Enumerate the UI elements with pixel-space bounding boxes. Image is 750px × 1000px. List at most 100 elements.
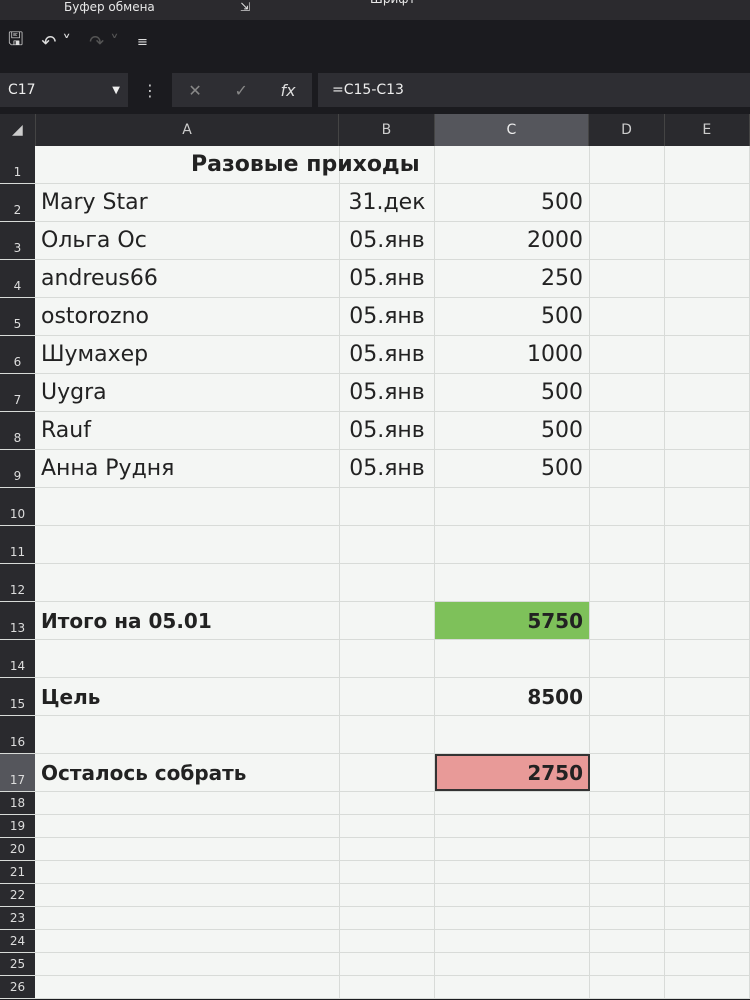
cell-c[interactable]: 500 [435, 450, 590, 487]
cell-c[interactable] [435, 146, 590, 183]
chevron-down-icon[interactable]: ▼ [112, 84, 120, 96]
cell-d[interactable] [590, 678, 665, 715]
row-header[interactable]: 2 [0, 184, 35, 221]
cell-a[interactable] [35, 930, 340, 952]
row-header[interactable]: 25 [0, 953, 35, 975]
more-icon[interactable]: ⋮ [142, 80, 158, 100]
cell-b[interactable] [340, 953, 435, 975]
cell-d[interactable] [590, 526, 665, 563]
cell-a[interactable] [35, 716, 340, 753]
cell-a[interactable]: Ольга Ос [35, 222, 340, 259]
cell-e[interactable] [665, 640, 750, 677]
row-header[interactable]: 10 [0, 488, 35, 525]
cell-b[interactable] [340, 861, 435, 883]
cell-e[interactable] [665, 260, 750, 297]
cell-a[interactable]: Цель [35, 678, 340, 715]
cell-a[interactable]: Шумахер [35, 336, 340, 373]
cell-a[interactable]: andreus66 [35, 260, 340, 297]
cell-c[interactable] [435, 930, 590, 952]
cell-e[interactable] [665, 412, 750, 449]
row-header[interactable]: 4 [0, 260, 35, 297]
cell-d[interactable] [590, 184, 665, 221]
cell-d[interactable] [590, 602, 665, 639]
cell-b[interactable] [340, 564, 435, 601]
cell-d[interactable] [590, 564, 665, 601]
cell-d[interactable] [590, 976, 665, 998]
cell-a[interactable] [35, 640, 340, 677]
cell-e[interactable] [665, 146, 750, 183]
cell-d[interactable] [590, 222, 665, 259]
column-header-b[interactable]: B [339, 114, 435, 146]
cell-d[interactable] [590, 815, 665, 837]
cell-b[interactable]: 05.янв [340, 298, 435, 335]
cell-b[interactable] [340, 640, 435, 677]
cell-a[interactable]: Итого на 05.01 [35, 602, 340, 639]
cell-a[interactable] [35, 564, 340, 601]
cell-c[interactable]: 250 [435, 260, 590, 297]
row-header[interactable]: 6 [0, 336, 35, 373]
cancel-icon[interactable]: ✕ [188, 80, 202, 100]
cell-e[interactable] [665, 526, 750, 563]
cell-a[interactable]: Разовые приходы [35, 146, 420, 183]
cell-b[interactable]: 05.янв [340, 450, 435, 487]
row-header[interactable]: 7 [0, 374, 35, 411]
cell-b[interactable] [340, 792, 435, 814]
cell-c[interactable] [435, 564, 590, 601]
cell-b[interactable]: 05.янв [340, 336, 435, 373]
cell-c[interactable]: 500 [435, 298, 590, 335]
cell-d[interactable] [590, 953, 665, 975]
cell-c[interactable]: 500 [435, 374, 590, 411]
row-header[interactable]: 11 [0, 526, 35, 563]
redo-icon[interactable]: ↷ ˅ [89, 31, 119, 53]
cell-c[interactable]: 2000 [435, 222, 590, 259]
name-box[interactable]: C17 ▼ [0, 73, 128, 107]
row-header[interactable]: 3 [0, 222, 35, 259]
cell-e[interactable] [665, 488, 750, 525]
cell-b[interactable]: 05.янв [340, 412, 435, 449]
cell-c[interactable]: 500 [435, 412, 590, 449]
cell-e[interactable] [665, 184, 750, 221]
cell-d[interactable] [590, 640, 665, 677]
cell-d[interactable] [590, 146, 665, 183]
cell-e[interactable] [665, 602, 750, 639]
cell-a[interactable] [35, 907, 340, 929]
select-all-button[interactable]: ◢ [0, 114, 36, 146]
cell-c[interactable] [435, 838, 590, 860]
row-header[interactable]: 8 [0, 412, 35, 449]
row-header[interactable]: 20 [0, 838, 35, 860]
row-header[interactable]: 9 [0, 450, 35, 487]
cell-a[interactable]: ostorozno [35, 298, 340, 335]
cell-b[interactable] [340, 146, 435, 183]
cell-a[interactable] [35, 838, 340, 860]
cell-e[interactable] [665, 678, 750, 715]
formula-input[interactable]: =C15-C13 [318, 73, 750, 107]
cell-b[interactable] [340, 930, 435, 952]
cell-a[interactable] [35, 884, 340, 906]
cell-c[interactable]: 2750 [435, 754, 590, 791]
cell-e[interactable] [665, 976, 750, 998]
cell-b[interactable] [340, 815, 435, 837]
cell-d[interactable] [590, 412, 665, 449]
cell-a[interactable]: Mary Star [35, 184, 340, 221]
dialog-launcher-icon[interactable]: ⇲ [240, 0, 251, 14]
cell-a[interactable] [35, 815, 340, 837]
row-header[interactable]: 16 [0, 716, 35, 753]
cell-c[interactable]: 8500 [435, 678, 590, 715]
cell-b[interactable]: 05.янв [340, 222, 435, 259]
cell-a[interactable]: Анна Рудня [35, 450, 340, 487]
cell-c[interactable] [435, 640, 590, 677]
cell-e[interactable] [665, 884, 750, 906]
row-header[interactable]: 23 [0, 907, 35, 929]
cell-c[interactable] [435, 488, 590, 525]
cell-e[interactable] [665, 564, 750, 601]
cell-d[interactable] [590, 374, 665, 411]
row-header[interactable]: 21 [0, 861, 35, 883]
cell-d[interactable] [590, 298, 665, 335]
row-header[interactable]: 15 [0, 678, 35, 715]
cell-d[interactable] [590, 716, 665, 753]
cell-e[interactable] [665, 336, 750, 373]
cell-a[interactable] [35, 488, 340, 525]
enter-icon[interactable]: ✓ [234, 80, 248, 100]
cell-c[interactable] [435, 716, 590, 753]
row-header[interactable]: 1 [0, 146, 35, 183]
